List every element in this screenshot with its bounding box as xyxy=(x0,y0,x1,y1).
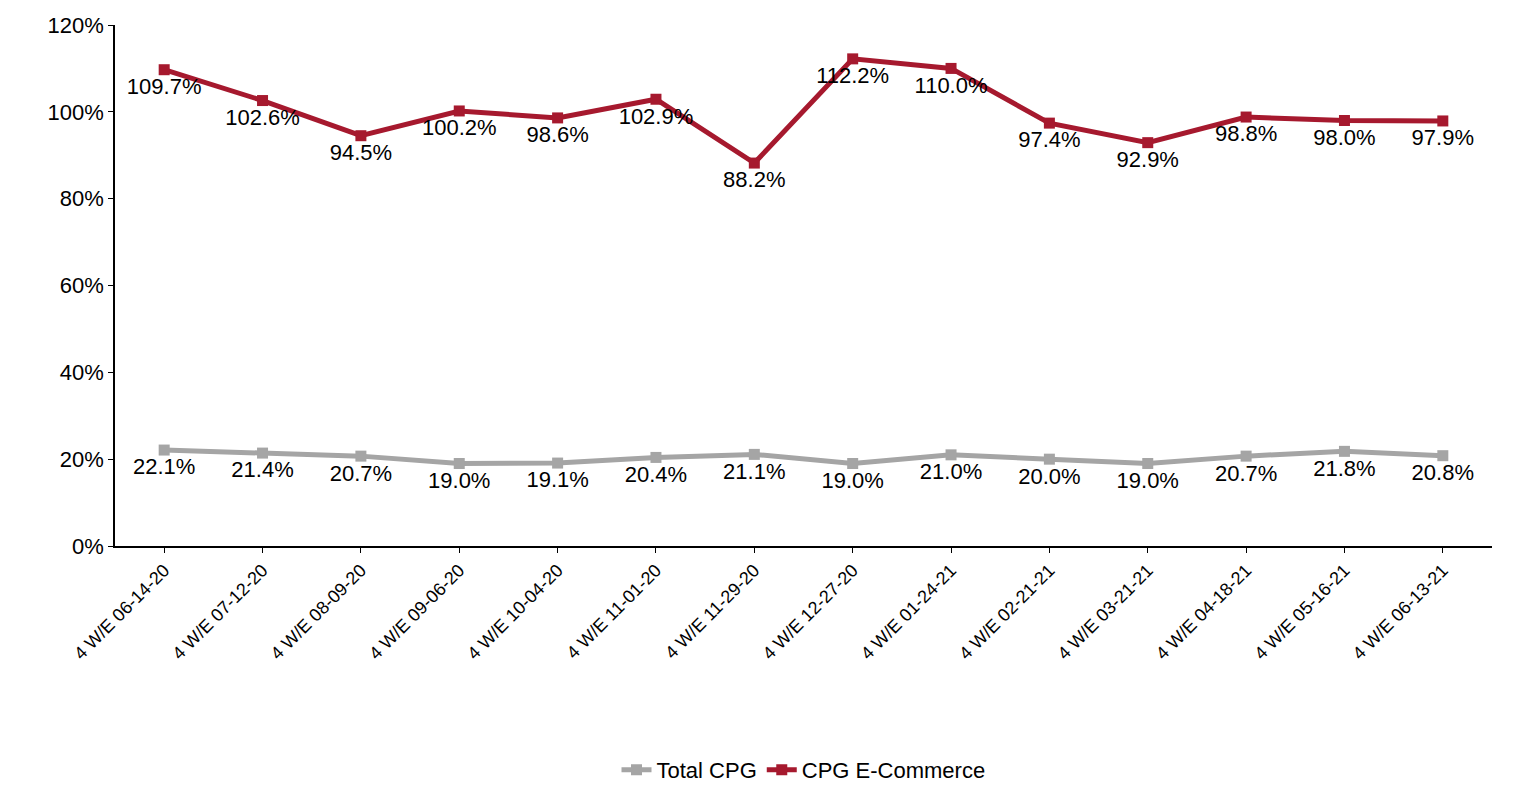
svg-text:21.0%: 21.0% xyxy=(920,459,982,484)
svg-text:4 W/E 10-04-20: 4 W/E 10-04-20 xyxy=(464,560,567,663)
svg-text:4 W/E 09-06-20: 4 W/E 09-06-20 xyxy=(365,560,468,663)
svg-text:19.0%: 19.0% xyxy=(1117,468,1179,493)
svg-text:4 W/E 03-21-21: 4 W/E 03-21-21 xyxy=(1054,560,1157,663)
svg-text:19.0%: 19.0% xyxy=(428,468,490,493)
svg-text:88.2%: 88.2% xyxy=(723,167,785,192)
svg-text:102.9%: 102.9% xyxy=(619,104,694,129)
svg-text:4 W/E 11-29-20: 4 W/E 11-29-20 xyxy=(661,560,763,662)
svg-text:98.8%: 98.8% xyxy=(1215,121,1277,146)
svg-text:4 W/E 07-12-20: 4 W/E 07-12-20 xyxy=(168,560,271,663)
svg-text:0%: 0% xyxy=(72,534,104,559)
svg-text:109.7%: 109.7% xyxy=(127,74,202,99)
svg-text:22.1%: 22.1% xyxy=(133,454,195,479)
svg-text:110.0%: 110.0% xyxy=(915,73,988,98)
svg-text:98.0%: 98.0% xyxy=(1313,125,1375,150)
svg-text:4 W/E 06-13-21: 4 W/E 06-13-21 xyxy=(1349,560,1452,663)
svg-text:98.6%: 98.6% xyxy=(526,122,588,147)
svg-text:4 W/E 04-18-21: 4 W/E 04-18-21 xyxy=(1152,560,1255,663)
svg-text:94.5%: 94.5% xyxy=(330,140,392,165)
svg-text:4 W/E 02-21-21: 4 W/E 02-21-21 xyxy=(955,560,1058,663)
svg-text:60%: 60% xyxy=(60,273,104,298)
svg-text:21.4%: 21.4% xyxy=(231,457,293,482)
svg-text:97.9%: 97.9% xyxy=(1412,125,1474,150)
svg-text:80%: 80% xyxy=(60,186,104,211)
svg-text:20.0%: 20.0% xyxy=(1018,464,1080,489)
svg-text:20.7%: 20.7% xyxy=(330,461,392,486)
svg-text:112.2%: 112.2% xyxy=(816,63,889,88)
svg-text:21.1%: 21.1% xyxy=(723,459,785,484)
svg-text:21.8%: 21.8% xyxy=(1313,456,1375,481)
svg-text:4 W/E 12-27-20: 4 W/E 12-27-20 xyxy=(759,560,862,663)
svg-text:120%: 120% xyxy=(48,13,104,38)
svg-text:4 W/E 11-01-20: 4 W/E 11-01-20 xyxy=(563,560,665,662)
svg-text:100.2%: 100.2% xyxy=(422,115,497,140)
svg-text:4 W/E 01-24-21: 4 W/E 01-24-21 xyxy=(857,560,960,663)
svg-text:4 W/E 08-09-20: 4 W/E 08-09-20 xyxy=(267,560,370,663)
svg-text:97.4%: 97.4% xyxy=(1018,127,1080,152)
svg-text:Total CPG: Total CPG xyxy=(657,758,757,783)
svg-text:4 W/E 05-16-21: 4 W/E 05-16-21 xyxy=(1250,560,1353,663)
svg-text:20.8%: 20.8% xyxy=(1412,460,1474,485)
svg-text:102.6%: 102.6% xyxy=(225,105,300,130)
svg-text:CPG E-Commerce: CPG E-Commerce xyxy=(802,758,985,783)
svg-text:20.7%: 20.7% xyxy=(1215,461,1277,486)
svg-text:92.9%: 92.9% xyxy=(1117,147,1179,172)
svg-text:20.4%: 20.4% xyxy=(625,462,687,487)
svg-text:4 W/E 06-14-20: 4 W/E 06-14-20 xyxy=(70,560,173,663)
svg-text:19.0%: 19.0% xyxy=(821,468,883,493)
svg-text:20%: 20% xyxy=(60,447,104,472)
svg-text:100%: 100% xyxy=(48,100,104,125)
svg-text:19.1%: 19.1% xyxy=(526,467,588,492)
svg-text:40%: 40% xyxy=(60,360,104,385)
